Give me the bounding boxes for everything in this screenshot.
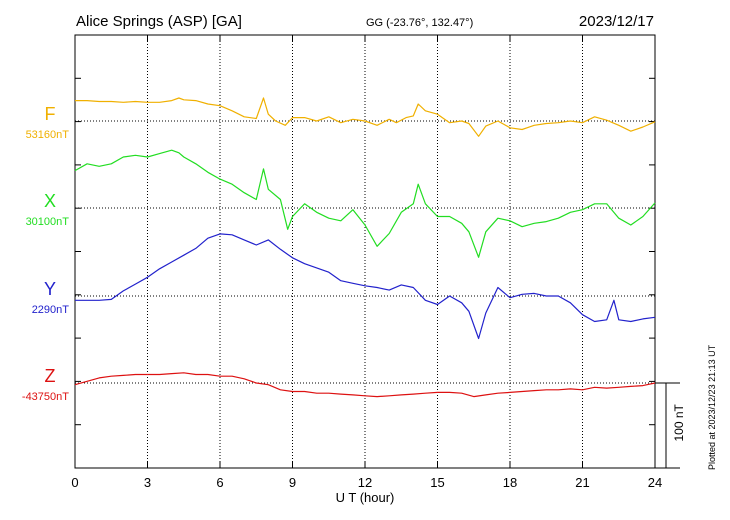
station-title: Alice Springs (ASP) [GA] — [76, 13, 242, 30]
series-name-f: F — [45, 104, 56, 124]
x-tick-label: 21 — [575, 475, 589, 490]
series-baseline-y: 2290nT — [32, 304, 70, 316]
x-tick-label: 18 — [503, 475, 517, 490]
series-name-z: Z — [45, 366, 56, 386]
series-baseline-x: 30100nT — [26, 216, 70, 228]
x-tick-label: 6 — [216, 475, 223, 490]
date-label: 2023/12/17 — [579, 13, 654, 30]
series-line-x — [74, 149, 656, 258]
series-lines — [74, 97, 656, 398]
axis-ticks: 0 3 6 9 12 15 18 21 24 — [71, 34, 662, 490]
grid — [75, 35, 655, 468]
x-tick-label: 12 — [358, 475, 372, 490]
series-name-x: X — [44, 191, 56, 211]
series-baseline-z: -43750nT — [22, 391, 69, 403]
series-line-f — [75, 97, 656, 137]
x-tick-label: 0 — [71, 475, 78, 490]
x-tick-label: 3 — [144, 475, 151, 490]
x-tick-label: 9 — [289, 475, 296, 490]
series-name-y: Y — [44, 279, 56, 299]
coords-label: GG (-23.76°, 132.47°) — [366, 17, 473, 29]
scale-bar-label: 100 nT — [672, 403, 686, 441]
series-line-y — [75, 233, 656, 340]
series-baseline-f: 53160nT — [26, 129, 70, 141]
x-axis-label: U T (hour) — [336, 490, 395, 505]
x-tick-label: 15 — [430, 475, 444, 490]
side-note: Plotted at 2023/12/23 21:13 UT — [707, 344, 717, 470]
series-line-z — [74, 372, 656, 398]
x-tick-label: 24 — [648, 475, 662, 490]
